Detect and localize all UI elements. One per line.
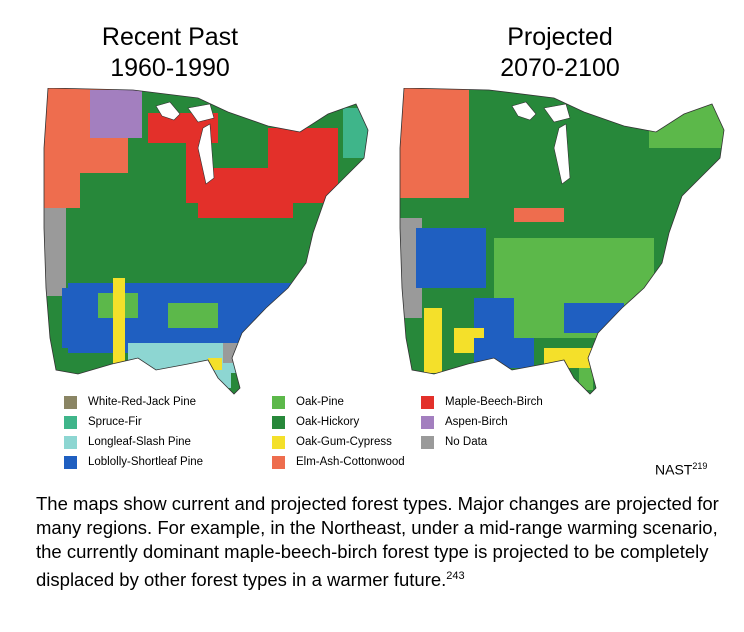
legend-column: White-Red-Jack Pine Spruce-Fir Longleaf-… — [64, 392, 203, 472]
legend-column: Maple-Beech-Birch Aspen-Birch No Data — [421, 392, 543, 452]
caption: The maps show current and projected fore… — [36, 492, 726, 592]
legend-label: White-Red-Jack Pine — [88, 396, 197, 408]
source-reference: 219 — [692, 461, 708, 471]
source-credit: NAST219 — [655, 461, 707, 478]
map-period: 2070-2100 — [500, 54, 620, 82]
map-period: 1960-1990 — [110, 54, 230, 82]
legend-swatch — [272, 415, 285, 429]
legend-label: Spruce-Fir — [88, 416, 142, 428]
legend-item-elm-ash-cottonwood: Elm-Ash-Cottonwood — [272, 452, 405, 472]
caption-reference: 243 — [446, 570, 465, 582]
legend-label: No Data — [445, 436, 488, 448]
legend-swatch — [64, 415, 77, 429]
legend-swatch — [272, 395, 285, 409]
legend-label: Loblolly-Shortleaf Pine — [88, 456, 204, 468]
legend-swatch — [421, 435, 434, 449]
legend-swatch — [64, 395, 77, 409]
legend-swatch — [272, 435, 285, 449]
legend-item-oak-pine: Oak-Pine — [272, 392, 405, 412]
caption-text: The maps show current and projected fore… — [36, 493, 719, 591]
legend-label: Oak-Hickory — [296, 416, 360, 428]
legend-label: Aspen-Birch — [445, 416, 508, 428]
legend-label: Elm-Ash-Cottonwood — [296, 456, 405, 468]
map-title-projected: Projected 2070-2100 — [430, 22, 690, 84]
legend-item-spruce-fir: Spruce-Fir — [64, 412, 203, 432]
legend-item-oak-gum-cypress: Oak-Gum-Cypress — [272, 432, 405, 452]
legend-label: Longleaf-Slash Pine — [88, 436, 191, 448]
legend-label: Oak-Pine — [296, 396, 344, 408]
legend-item-aspen-birch: Aspen-Birch — [421, 412, 543, 432]
legend-swatch — [64, 455, 77, 469]
legend-swatch — [272, 455, 285, 469]
forest-map-recent-past — [43, 88, 369, 395]
forest-map-projected — [399, 88, 725, 395]
legend-label: Maple-Beech-Birch — [445, 396, 543, 408]
legend-swatch — [421, 415, 434, 429]
legend-label: Oak-Gum-Cypress — [296, 436, 392, 448]
legend-item-no-data: No Data — [421, 432, 543, 452]
source-name: NAST — [655, 461, 693, 478]
legend-column: Oak-Pine Oak-Hickory Oak-Gum-Cypress Elm… — [272, 392, 405, 472]
legend-item-oak-hickory: Oak-Hickory — [272, 412, 405, 432]
legend: White-Red-Jack Pine Spruce-Fir Longleaf-… — [64, 392, 624, 472]
map-title-recent-past: Recent Past 1960-1990 — [40, 22, 300, 84]
map-title-line: Recent Past — [101, 23, 239, 51]
legend-item-longleaf-slash-pine: Longleaf-Slash Pine — [64, 432, 203, 452]
legend-swatch — [64, 435, 77, 449]
map-title-line: Projected — [507, 23, 613, 51]
legend-swatch — [421, 395, 434, 409]
legend-item-white-red-jack-pine: White-Red-Jack Pine — [64, 392, 203, 412]
legend-item-loblolly-shortleaf-pine: Loblolly-Shortleaf Pine — [64, 452, 203, 472]
legend-item-maple-beech-birch: Maple-Beech-Birch — [421, 392, 543, 412]
